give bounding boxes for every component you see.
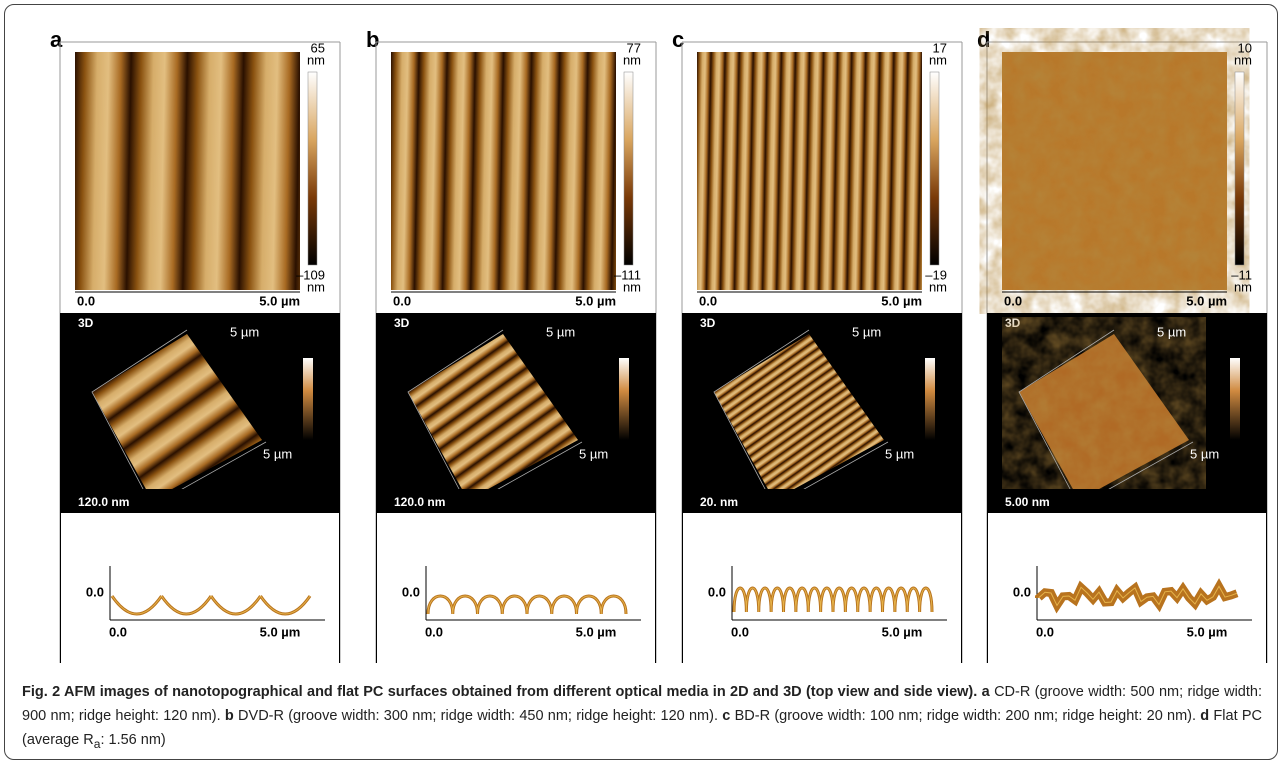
afm-2d-texture	[1002, 52, 1227, 290]
view3d-label: 3D	[700, 316, 716, 330]
view3d-label: 3D	[78, 316, 94, 330]
side-scale-label: 5.00 nm	[1005, 495, 1050, 509]
colorbar-unit: nm	[1234, 279, 1252, 294]
side-x-label: 0.0	[109, 624, 127, 639]
side-scale-label: 120.0 nm	[78, 495, 129, 509]
view3d-axis-label: 5 µm	[546, 324, 575, 339]
side-zero-label: 0.0	[86, 584, 104, 599]
side-scale-label: 20. nm	[700, 495, 738, 509]
view3d-axis-label: 5 µm	[885, 446, 914, 461]
side-x-label: 5.0 µm	[1187, 624, 1228, 639]
colorbar-unit: nm	[307, 52, 325, 67]
side-zero-label: 0.0	[1013, 584, 1031, 599]
caption-label: b	[225, 708, 234, 724]
caption-text: DVD-R (groove width: 300 nm; ridge width…	[238, 708, 718, 724]
colorbar	[1235, 72, 1244, 265]
axis-label: 5.0 µm	[575, 293, 616, 308]
side-x-label: 0.0	[1036, 624, 1054, 639]
axis-label: 0.0	[699, 293, 717, 308]
axis-label: 0.0	[393, 293, 411, 308]
axis-label: 0.0	[77, 293, 95, 308]
caption-title: Fig. 2 AFM images of nanotopographical a…	[22, 684, 977, 700]
colorbar-unit: nm	[623, 279, 641, 294]
panel-label: a	[50, 27, 63, 52]
panel-label: d	[977, 27, 990, 52]
afm-2d-image	[697, 52, 922, 290]
side-x-label: 5.0 µm	[260, 624, 301, 639]
view3d-label: 3D	[394, 316, 410, 330]
side-x-label: 0.0	[425, 624, 443, 639]
colorbar-unit: nm	[623, 52, 641, 67]
axis-label: 5.0 µm	[881, 293, 922, 308]
colorbar	[308, 72, 317, 265]
view3d-axis-label: 5 µm	[852, 324, 881, 339]
view3d-colorbar	[1230, 358, 1240, 440]
afm-2d-image	[75, 52, 300, 290]
afm-2d-image	[391, 52, 616, 290]
caption-label: c	[722, 708, 730, 724]
axis-label: 5.0 µm	[259, 293, 300, 308]
side-x-label: 0.0	[731, 624, 749, 639]
view3d-axis-label: 5 µm	[1190, 446, 1219, 461]
side-x-label: 5.0 µm	[576, 624, 617, 639]
view3d-colorbar	[303, 358, 313, 440]
colorbar-unit: nm	[1234, 52, 1252, 67]
axis-label: 5.0 µm	[1186, 293, 1227, 308]
view3d-axis-label: 5 µm	[579, 446, 608, 461]
caption-label: d	[1200, 708, 1209, 724]
caption: Fig. 2 AFM images of nanotopographical a…	[22, 680, 1262, 756]
colorbar	[930, 72, 939, 265]
colorbar-unit: nm	[307, 279, 325, 294]
axis-label: 0.0	[1004, 293, 1022, 308]
caption-text: : 1.56 nm)	[100, 732, 165, 748]
view3d-axis-label: 5 µm	[1157, 324, 1186, 339]
side-zero-label: 0.0	[708, 584, 726, 599]
panel-label: b	[366, 27, 379, 52]
colorbar-unit: nm	[929, 279, 947, 294]
view3d-axis-label: 5 µm	[230, 324, 259, 339]
side-x-label: 5.0 µm	[882, 624, 923, 639]
view3d-axis-label: 5 µm	[263, 446, 292, 461]
colorbar	[624, 72, 633, 265]
view3d-label: 3D	[1005, 316, 1021, 330]
side-zero-label: 0.0	[402, 584, 420, 599]
view3d-colorbar	[619, 358, 629, 440]
side-scale-label: 120.0 nm	[394, 495, 445, 509]
caption-text: BD-R (groove width: 100 nm; ridge width:…	[735, 708, 1196, 724]
caption-label: a	[982, 684, 990, 700]
view3d-colorbar	[925, 358, 935, 440]
colorbar-unit: nm	[929, 52, 947, 67]
